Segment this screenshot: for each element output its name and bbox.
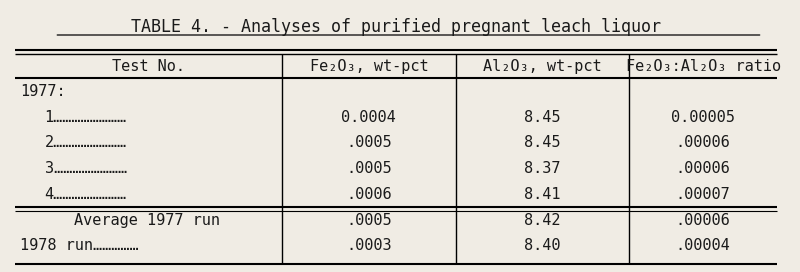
Text: .0005: .0005: [346, 135, 392, 150]
Text: 8.45: 8.45: [524, 110, 561, 125]
Text: .00006: .00006: [676, 161, 730, 176]
Text: 1……………………: 1……………………: [45, 110, 126, 125]
Text: Average 1977 run: Average 1977 run: [74, 213, 220, 228]
Text: .00007: .00007: [676, 187, 730, 202]
Text: .00006: .00006: [676, 213, 730, 228]
Text: .0005: .0005: [346, 213, 392, 228]
Text: Test No.: Test No.: [112, 59, 185, 74]
Text: Fe₂O₃, wt-pct: Fe₂O₃, wt-pct: [310, 59, 428, 74]
Text: 8.37: 8.37: [524, 161, 561, 176]
Text: .0005: .0005: [346, 161, 392, 176]
Text: 3……………………: 3……………………: [45, 161, 126, 176]
Text: 8.41: 8.41: [524, 187, 561, 202]
Text: .0003: .0003: [346, 239, 392, 254]
Text: 4……………………: 4……………………: [45, 187, 126, 202]
Text: 8.45: 8.45: [524, 135, 561, 150]
Text: 1978 run……………: 1978 run……………: [20, 239, 138, 254]
Text: 2……………………: 2……………………: [45, 135, 126, 150]
Text: .0006: .0006: [346, 187, 392, 202]
Text: Fe₂O₃:Al₂O₃ ratio: Fe₂O₃:Al₂O₃ ratio: [626, 59, 781, 74]
Text: 0.0004: 0.0004: [342, 110, 396, 125]
Text: 0.00005: 0.00005: [671, 110, 735, 125]
Text: 8.42: 8.42: [524, 213, 561, 228]
Text: Al₂O₃, wt-pct: Al₂O₃, wt-pct: [483, 59, 602, 74]
Text: 1977:: 1977:: [20, 84, 66, 99]
Text: .00006: .00006: [676, 135, 730, 150]
Text: 8.40: 8.40: [524, 239, 561, 254]
Text: .00004: .00004: [676, 239, 730, 254]
Text: TABLE 4. - Analyses of purified pregnant leach liquor: TABLE 4. - Analyses of purified pregnant…: [131, 18, 661, 36]
